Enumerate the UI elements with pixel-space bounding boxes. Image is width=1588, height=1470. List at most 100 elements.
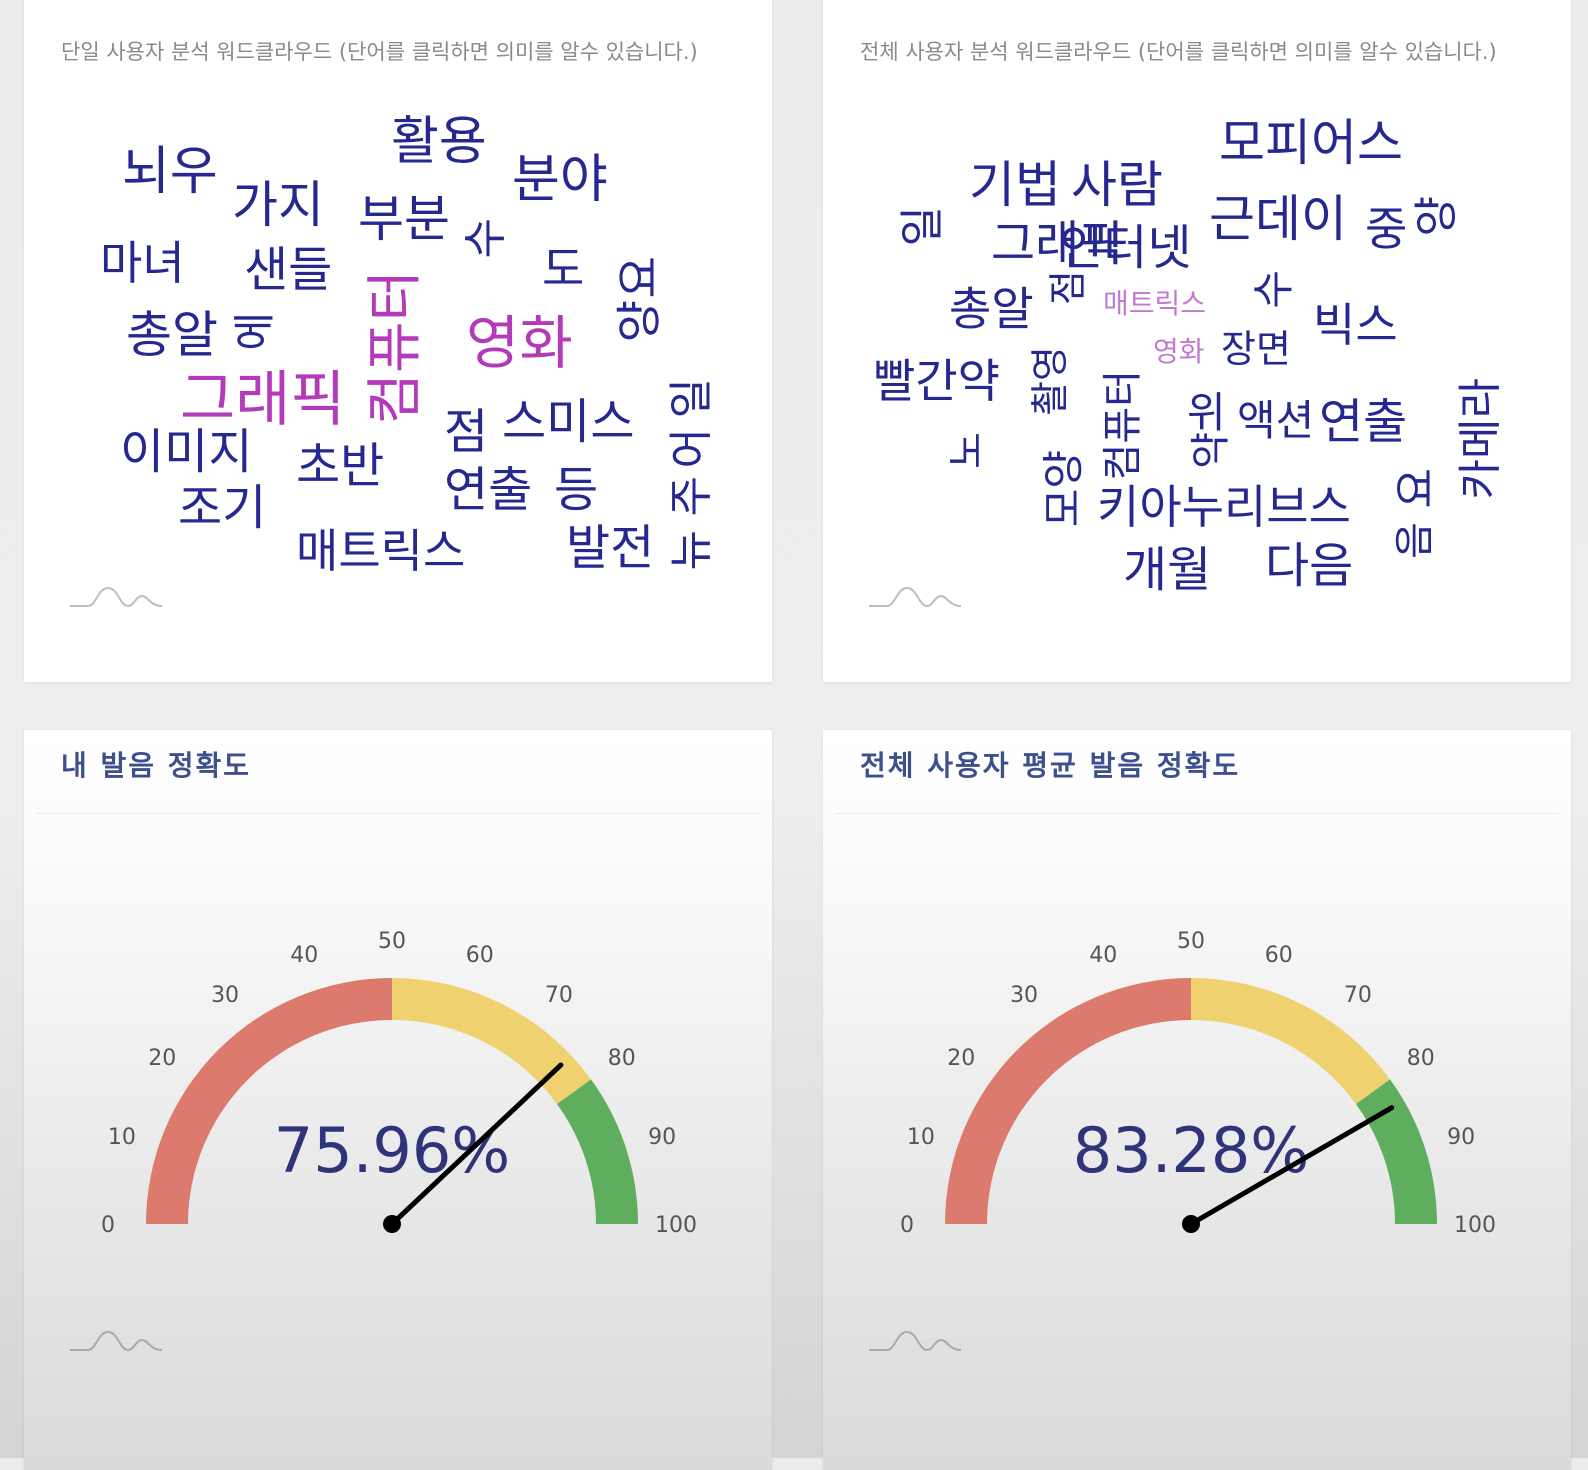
word[interactable]: 모피어스 <box>1219 114 1403 172</box>
word[interactable]: 영화 <box>1153 335 1205 368</box>
word[interactable]: 개월 <box>1123 542 1212 598</box>
my-accuracy-title: 내 발음 정확도 <box>61 749 252 782</box>
word[interactable]: 키아누리브스 <box>1097 480 1351 534</box>
word[interactable]: 뇌우 <box>122 142 218 202</box>
word[interactable]: 총알 <box>126 306 218 364</box>
word[interactable]: 발전 <box>566 520 655 576</box>
word[interactable]: 가지 <box>232 176 324 234</box>
word[interactable]: 액션 <box>1237 396 1315 445</box>
logo-mark-icon <box>869 586 962 608</box>
word[interactable]: 스미스 <box>502 394 635 450</box>
word[interactable]: 사람 <box>1071 156 1163 214</box>
gauge-tick-label: 10 <box>108 1125 136 1150</box>
gauge-tick-label: 90 <box>648 1125 676 1150</box>
word[interactable]: 매트릭스 <box>1103 287 1207 320</box>
gauge-tick-label: 80 <box>608 1046 636 1071</box>
word[interactable]: 매트릭스 <box>296 524 466 578</box>
word[interactable]: 요 <box>1391 468 1442 509</box>
gauge-tick-label: 0 <box>101 1213 115 1238</box>
word[interactable]: 양 <box>612 300 666 343</box>
word[interactable]: 총알 <box>949 282 1034 336</box>
word[interactable]: 그래픽 <box>180 365 346 435</box>
single-wordcloud-title: 단일 사용자 분석 워드클라우드 (단어를 클릭하면 의미를 알수 있습니다.) <box>61 40 698 64</box>
word[interactable]: 활용 <box>391 112 487 172</box>
gauge-tick-label: 60 <box>1265 943 1293 968</box>
gauge-band <box>1356 1079 1437 1224</box>
gauge-tick-label: 30 <box>211 983 239 1008</box>
word[interactable]: 연출 <box>1319 394 1408 450</box>
word[interactable]: 음 <box>1392 522 1438 559</box>
word[interactable]: 빨간약 <box>873 354 1000 408</box>
word[interactable]: 샌들 <box>244 242 333 298</box>
all-users-accuracy-gauge: 0 10 20 30 40 50 60 70 80 90 100 83.28% <box>900 929 1496 1238</box>
word[interactable]: 요 <box>612 256 666 299</box>
word[interactable]: 부분 <box>358 190 450 248</box>
all-users-accuracy-card: 전체 사용자 평균 발음 정확도 0 10 20 30 40 50 60 70 80 90 100 8… <box>823 730 1571 1470</box>
all-users-wordcloud-card: 전체 사용자 분석 워드클라우드 (단어를 클릭하면 의미를 알수 있습니다.)… <box>823 0 1571 682</box>
logo-mark-icon <box>70 586 163 608</box>
single-user-wordcloud-card: 단일 사용자 분석 워드클라우드 (단어를 클릭하면 의미를 알수 있습니다.)… <box>24 0 772 682</box>
logo-mark-icon <box>869 1330 962 1352</box>
word[interactable]: 컴퓨터 <box>363 270 428 425</box>
word[interactable]: 점 <box>1046 270 1090 305</box>
word[interactable]: 위 <box>1187 388 1226 437</box>
gauge-tick-label: 40 <box>290 943 318 968</box>
word[interactable]: 주 <box>666 476 717 517</box>
word[interactable]: 영화 <box>466 309 573 377</box>
single-wordcloud: 활용 뇌우 가지 분야 부분 수 마녀 샌들 도 요 총알 에 컴퓨터 영화 양… <box>24 0 772 682</box>
word[interactable]: 촬영 <box>1028 346 1072 416</box>
gauge-tick-label: 20 <box>947 1046 975 1071</box>
word[interactable]: 분야 <box>512 150 608 210</box>
word[interactable]: 수 <box>1249 270 1298 309</box>
word[interactable]: 기법 <box>969 156 1061 214</box>
word[interactable]: 다음 <box>1265 538 1354 594</box>
word[interactable]: 점 <box>444 404 489 460</box>
gauge-tick-label: 90 <box>1447 1125 1475 1150</box>
word[interactable]: 컴퓨터 <box>1100 370 1146 481</box>
gauge-tick-label: 100 <box>1454 1213 1496 1238</box>
gauge-value-label: 83.28% <box>1073 1114 1309 1187</box>
gauge-tick-label: 0 <box>900 1213 914 1238</box>
word[interactable]: 뉴 <box>666 530 717 571</box>
word[interactable]: 초반 <box>296 438 385 494</box>
gauge-needle <box>389 1062 564 1227</box>
word[interactable]: 근데이 <box>1209 190 1347 248</box>
word[interactable]: 어 <box>666 428 717 469</box>
word[interactable]: 빅스 <box>1313 298 1398 352</box>
word[interactable]: 중 <box>1365 202 1408 256</box>
gauge-needle-hub <box>1182 1215 1200 1233</box>
gauge-tick-label: 80 <box>1407 1046 1435 1071</box>
my-accuracy-card: 내 발음 정확도 0 10 20 30 40 50 60 70 80 90 100 75.96% <box>24 730 772 1470</box>
logo-mark-icon <box>70 1330 163 1352</box>
word[interactable]: 인터넷 <box>1059 220 1192 276</box>
word[interactable]: 에 <box>230 312 279 351</box>
word[interactable]: 도 <box>542 242 585 296</box>
gauge-band <box>557 1079 638 1224</box>
word[interactable]: 일 <box>666 378 717 419</box>
word[interactable]: 노 <box>944 432 990 469</box>
gauge-tick-label: 70 <box>545 983 573 1008</box>
gauge-tick-label: 50 <box>378 929 406 954</box>
divider <box>36 813 760 814</box>
word[interactable]: 그래픽 <box>991 216 1124 272</box>
word[interactable]: 이미지 <box>120 424 253 480</box>
word[interactable]: 일 <box>897 206 948 247</box>
all-wordcloud: 모피어스 기법 사람 근데이 중 일 그래픽 인터넷 양 총알 점 매트릭스 수… <box>823 0 1571 682</box>
word[interactable]: 마녀 <box>100 236 185 290</box>
word[interactable]: 양 <box>1411 196 1462 237</box>
word[interactable]: 수 <box>460 218 511 259</box>
word[interactable]: 연출 <box>444 462 533 518</box>
word[interactable]: 등 <box>554 462 599 518</box>
gauge-band <box>1191 978 1391 1105</box>
word[interactable]: 약 <box>1188 432 1234 469</box>
word[interactable]: 모양 <box>1039 450 1088 528</box>
gauge-tick-label: 10 <box>907 1125 935 1150</box>
gauge-tick-label: 100 <box>655 1213 697 1238</box>
word[interactable]: 카메라 <box>1455 378 1506 500</box>
gauge-tick-label: 20 <box>148 1046 176 1071</box>
gauge-tick-label: 70 <box>1344 983 1372 1008</box>
gauge-needle-hub <box>383 1215 401 1233</box>
word[interactable]: 조기 <box>178 480 267 536</box>
word[interactable]: 장면 <box>1221 327 1291 371</box>
gauge-tick-label: 30 <box>1010 983 1038 1008</box>
